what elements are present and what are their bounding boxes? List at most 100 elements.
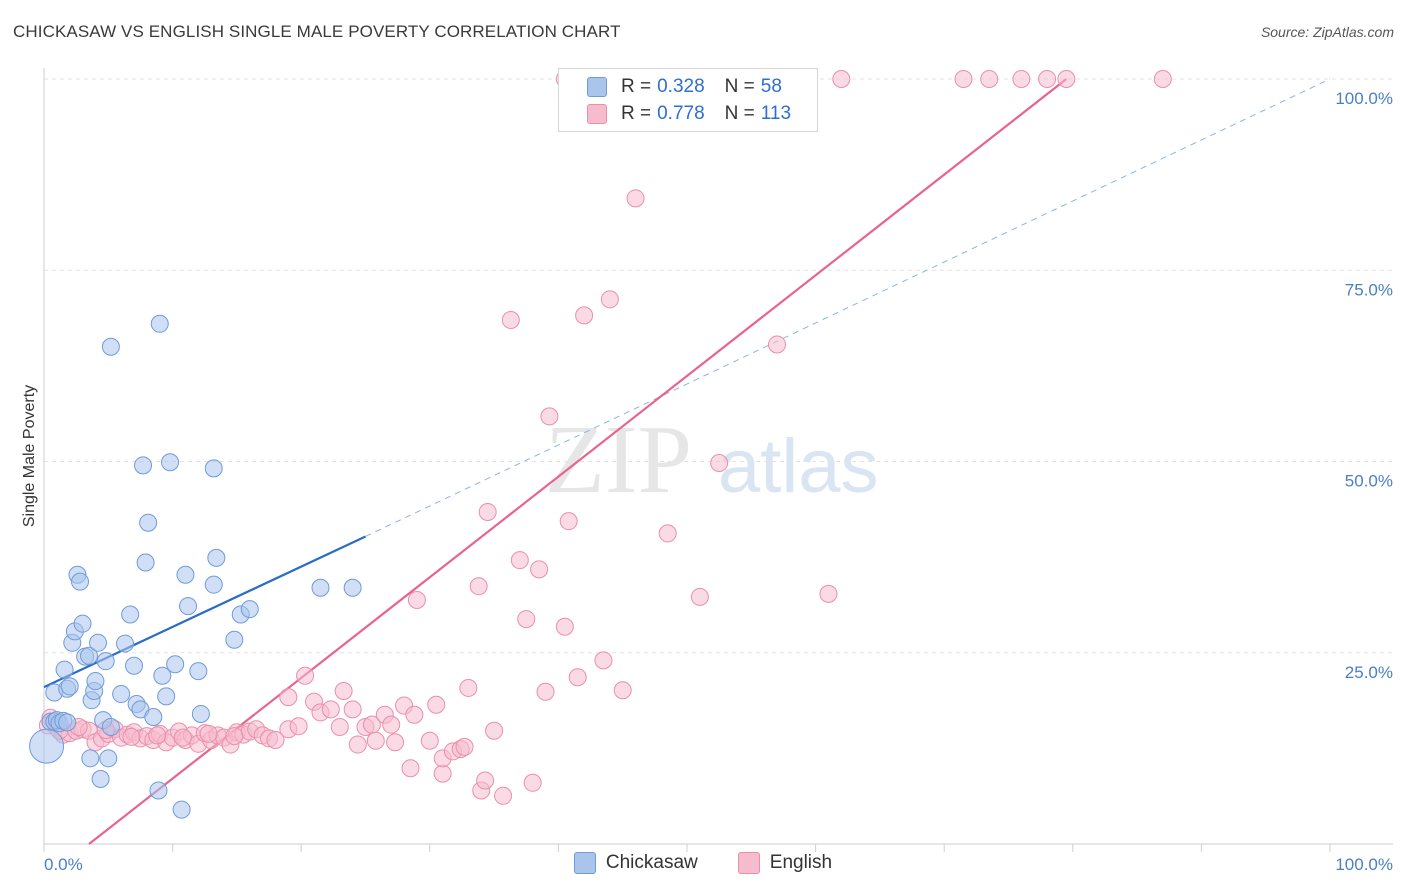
watermark-zip: ZIP <box>545 406 692 514</box>
watermark-atlas: atlas <box>718 424 879 509</box>
bottom-legend: Chickasaw English <box>0 852 1406 874</box>
legend-n-label: N = <box>724 76 755 97</box>
english-point <box>832 70 851 88</box>
legend: R = 0.328 N = 58 R = 0.778 N = 113 <box>558 68 818 132</box>
chickasaw-point <box>58 713 77 732</box>
chickasaw-point <box>144 708 163 727</box>
bottom-legend-chickasaw-label: Chickasaw <box>605 852 698 873</box>
x-tick-label-min: 0.0% <box>44 855 83 874</box>
chickasaw-point <box>172 800 191 819</box>
english-point <box>980 70 999 88</box>
chickasaw-point <box>71 572 90 591</box>
english-point <box>279 688 298 707</box>
english-point <box>613 681 632 700</box>
watermark: ZIP atlas <box>545 406 879 514</box>
english-point <box>296 666 315 685</box>
bottom-legend-english[interactable]: English <box>737 852 832 874</box>
legend-r-value: 0.778 <box>657 103 705 124</box>
chickasaw-point <box>112 685 131 704</box>
english-point <box>420 731 439 750</box>
chickasaw-point <box>161 453 180 472</box>
english-point <box>173 728 192 747</box>
legend-r-label: R = <box>621 103 652 124</box>
chickasaw-point <box>125 656 144 675</box>
chickasaw-points <box>29 314 362 819</box>
chickasaw-point <box>166 655 185 674</box>
chickasaw-point <box>240 600 259 619</box>
english-point <box>517 610 536 629</box>
english-point <box>476 771 495 790</box>
english-point <box>343 700 362 719</box>
english-point <box>289 717 308 736</box>
legend-r-value: 0.328 <box>657 76 705 97</box>
english-point <box>122 727 141 746</box>
english-point <box>690 587 709 606</box>
english-point <box>600 290 619 309</box>
chickasaw-point <box>176 565 195 584</box>
chickasaw-point <box>55 660 74 679</box>
y-tick-label: 25.0% <box>1345 663 1393 682</box>
chickasaw-point <box>191 704 210 723</box>
english-point <box>469 577 488 596</box>
y-tick-label: 75.0% <box>1345 280 1393 299</box>
chickasaw-point <box>189 662 208 681</box>
english-point <box>401 759 420 778</box>
chickasaw-point <box>91 769 110 788</box>
chickasaw-point <box>204 575 223 594</box>
legend-row-english: R = 0.778 N = 113 <box>559 101 791 127</box>
english-point <box>455 737 474 756</box>
chickasaw-point <box>121 605 140 624</box>
chickasaw-swatch-icon <box>573 852 596 874</box>
english-point <box>1012 70 1031 88</box>
chickasaw-point <box>149 781 168 800</box>
chickasaw-point <box>207 548 226 567</box>
english-point <box>199 724 218 743</box>
english-point <box>225 727 244 746</box>
chickasaw-swatch-icon <box>587 77 607 97</box>
english-point <box>433 764 452 783</box>
english-point <box>594 651 613 670</box>
legend-row-chickasaw: R = 0.328 N = 58 <box>559 74 782 100</box>
english-point <box>568 668 587 687</box>
bottom-legend-chickasaw[interactable]: Chickasaw <box>573 852 698 874</box>
chickasaw-point <box>80 646 99 665</box>
chickasaw-point <box>73 614 92 633</box>
english-point <box>386 733 405 752</box>
english-swatch-icon <box>737 852 760 874</box>
english-point <box>334 682 353 700</box>
english-point <box>1057 70 1076 88</box>
legend-n-value: 58 <box>760 76 782 97</box>
chickasaw-point <box>343 578 362 597</box>
chickasaw-point <box>101 337 120 356</box>
english-point <box>768 335 787 354</box>
english-point <box>459 678 478 697</box>
english-point <box>710 454 729 473</box>
y-tick-label: 100.0% <box>1335 89 1393 108</box>
english-point <box>321 700 340 719</box>
legend-r-label: R = <box>621 76 652 97</box>
english-point <box>1153 70 1172 88</box>
chickasaw-point <box>116 634 135 653</box>
english-point <box>485 721 504 740</box>
chart-title: CHICKASAW VS ENGLISH SINGLE MALE POVERTY… <box>13 22 621 41</box>
chickasaw-point <box>136 553 155 572</box>
english-point <box>575 306 594 325</box>
legend-n-value: 113 <box>760 103 792 124</box>
chickasaw-trend-extension <box>365 78 1331 537</box>
english-point <box>540 407 559 426</box>
chickasaw-point <box>29 728 65 764</box>
english-point <box>658 524 677 543</box>
chickasaw-point <box>157 687 176 706</box>
english-point <box>819 584 838 603</box>
y-axis-label: Single Male Poverty <box>21 385 38 527</box>
grid-lines <box>44 78 1393 654</box>
chickasaw-point <box>86 672 105 691</box>
legend-n-label: N = <box>724 103 755 124</box>
english-point <box>559 512 578 531</box>
y-tick-labels: 25.0% 50.0% 75.0% 100.0% <box>1335 89 1393 682</box>
chickasaw-point <box>101 717 120 736</box>
english-point <box>148 726 167 745</box>
english-point <box>494 786 513 805</box>
chickasaw-point <box>139 513 158 532</box>
